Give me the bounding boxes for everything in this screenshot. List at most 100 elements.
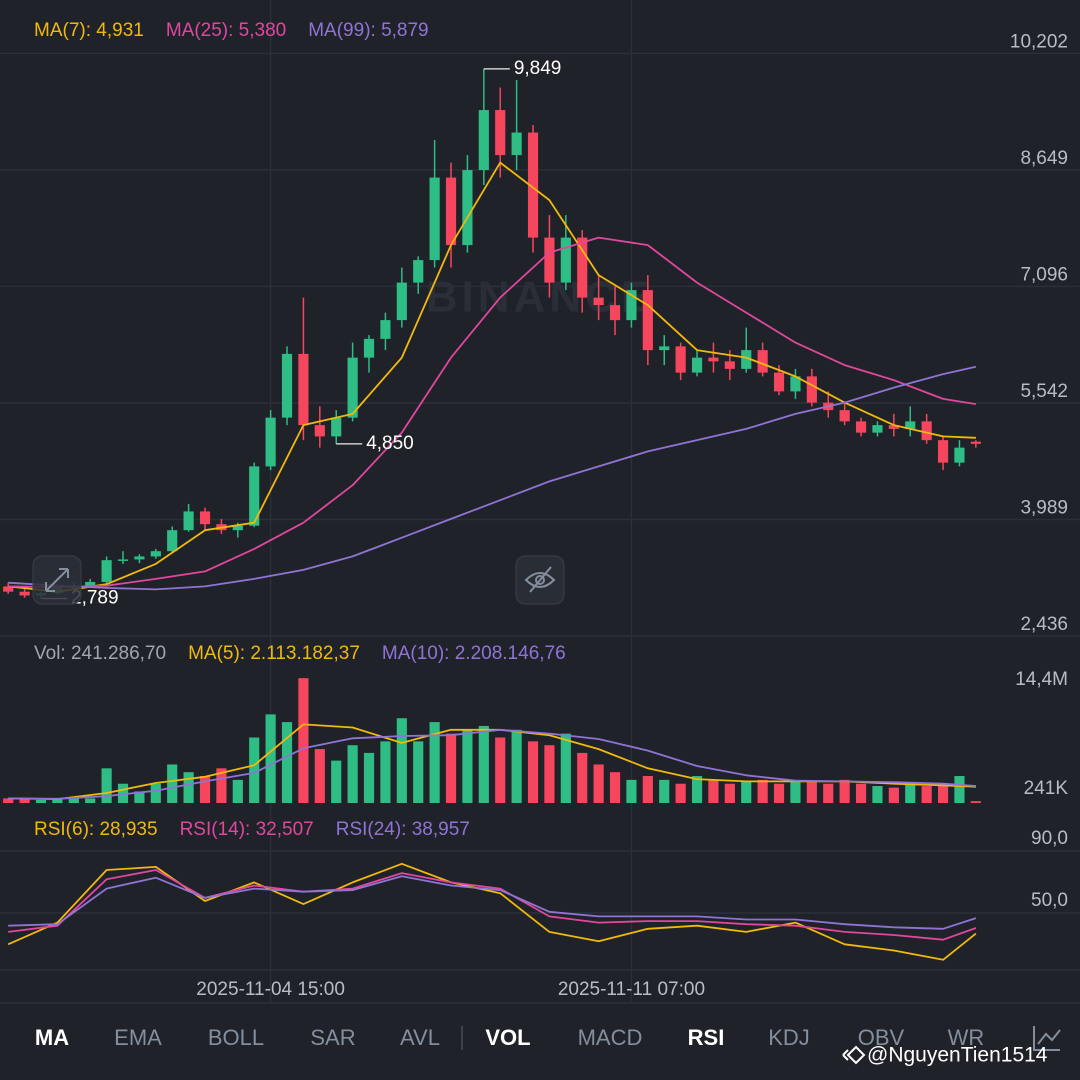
y-tick-label: 7,096 xyxy=(1020,264,1068,285)
legend-item: RSI(6): 28,935 xyxy=(34,819,158,840)
extreme-label: 2,789 xyxy=(71,588,119,609)
candle-body xyxy=(527,132,539,238)
candle-body xyxy=(872,425,883,433)
expand-button[interactable] xyxy=(32,555,82,605)
volume-bar xyxy=(888,787,899,803)
volume-bar xyxy=(724,783,735,803)
candle-body xyxy=(642,290,653,351)
volume-bar xyxy=(593,764,604,803)
indicator-tab[interactable]: EMA xyxy=(114,1025,162,1050)
candle-body xyxy=(888,425,899,429)
hide-button[interactable] xyxy=(515,555,565,605)
candle-body xyxy=(954,447,965,463)
volume-bar xyxy=(363,752,375,803)
candle-body xyxy=(478,110,489,171)
legend-item: MA(25): 5,380 xyxy=(166,20,286,41)
candle-body xyxy=(921,421,932,441)
hide-icon-pupil[interactable] xyxy=(535,575,545,585)
volume-bar xyxy=(659,779,670,803)
indicator-tab[interactable]: MACD xyxy=(578,1025,643,1050)
candle-body xyxy=(281,353,293,418)
indicator-tab[interactable]: MA xyxy=(35,1025,69,1050)
candle-body xyxy=(806,376,817,403)
volume-bar xyxy=(675,783,686,803)
extreme-label: 4,850 xyxy=(366,433,414,454)
settings-icon[interactable] xyxy=(1033,1026,1061,1051)
volume-bar xyxy=(314,749,325,803)
indicator-tab[interactable]: RSI xyxy=(688,1025,725,1050)
candle-body xyxy=(593,297,604,306)
user-watermark: @NguyenTien1514 xyxy=(867,1044,1048,1067)
y-tick-label: 5,542 xyxy=(1020,381,1068,402)
volume-bar xyxy=(773,783,785,803)
volume-bar xyxy=(183,772,194,803)
volume-bar xyxy=(298,678,309,803)
candle-body xyxy=(199,511,211,525)
candle-body xyxy=(462,170,473,246)
volume-bar xyxy=(691,776,703,803)
volume-bar xyxy=(954,776,965,803)
candle-body xyxy=(232,525,243,531)
hide-icon[interactable] xyxy=(524,566,556,593)
indicator-tab[interactable]: KDJ xyxy=(768,1025,810,1050)
candle-body xyxy=(659,346,670,351)
candle-body xyxy=(347,357,358,418)
volume-bar xyxy=(3,798,14,803)
volume-bar xyxy=(68,798,79,803)
volume-bar xyxy=(478,725,489,803)
y-tick-label: 2,436 xyxy=(1020,614,1068,635)
candle-body xyxy=(937,440,949,463)
candle-body xyxy=(413,260,424,283)
candle-body xyxy=(691,357,703,373)
volume-bar xyxy=(413,741,424,803)
candle-body xyxy=(445,177,457,246)
volume-bar xyxy=(101,768,112,803)
volume-bar xyxy=(347,745,358,803)
indicator-tab[interactable]: BOLL xyxy=(208,1025,264,1050)
volume-bar xyxy=(216,768,227,803)
candle-body xyxy=(609,305,621,321)
volume-bar xyxy=(790,779,801,803)
candle-body xyxy=(675,346,686,373)
candle-body xyxy=(757,350,768,373)
volume-bar xyxy=(626,779,637,803)
volume-bar xyxy=(331,760,342,803)
y-tick-label: 50,0 xyxy=(1031,890,1068,911)
candle-body xyxy=(134,556,145,560)
candle-body xyxy=(741,350,752,369)
volume-bar xyxy=(380,741,391,803)
candle-body xyxy=(773,372,785,392)
volume-bar xyxy=(609,772,621,803)
indicator-tab[interactable]: SAR xyxy=(310,1025,355,1050)
candle-body xyxy=(839,410,850,422)
candle-body xyxy=(117,559,129,561)
indicator-tab[interactable]: AVL xyxy=(400,1025,440,1050)
indicator-tab[interactable]: VOL xyxy=(485,1025,530,1050)
y-tick-label: 241K xyxy=(1024,778,1069,799)
expand-icon[interactable] xyxy=(45,568,69,592)
candle-body xyxy=(905,421,916,429)
volume-bar xyxy=(511,729,522,803)
volume-bar xyxy=(52,799,63,803)
volume-bar xyxy=(249,737,260,803)
volume-bar xyxy=(806,781,817,803)
volume-bar xyxy=(823,783,834,803)
volume-bar xyxy=(265,714,276,803)
candle-body xyxy=(249,466,260,526)
candle-body xyxy=(855,421,867,433)
toolbar: MA EMA BOLL SAR AVL VOL MACD RSI KDJ OBV WR xyxy=(35,1025,984,1050)
y-tick-label: 14,4M xyxy=(1015,669,1068,690)
candle-body xyxy=(560,237,571,283)
indicator-tab[interactable]: OBV xyxy=(858,1025,905,1050)
candle-body xyxy=(429,177,440,261)
y-tick-label: 8,649 xyxy=(1020,148,1068,169)
indicator-tab[interactable]: WR xyxy=(948,1025,985,1050)
legend-item: MA(7): 4,931 xyxy=(34,20,144,41)
settings-button[interactable] xyxy=(1033,1026,1061,1051)
volume-bar xyxy=(970,801,981,803)
candle-body xyxy=(298,353,309,426)
volume-bar xyxy=(199,776,211,803)
volume-bar xyxy=(642,776,653,803)
